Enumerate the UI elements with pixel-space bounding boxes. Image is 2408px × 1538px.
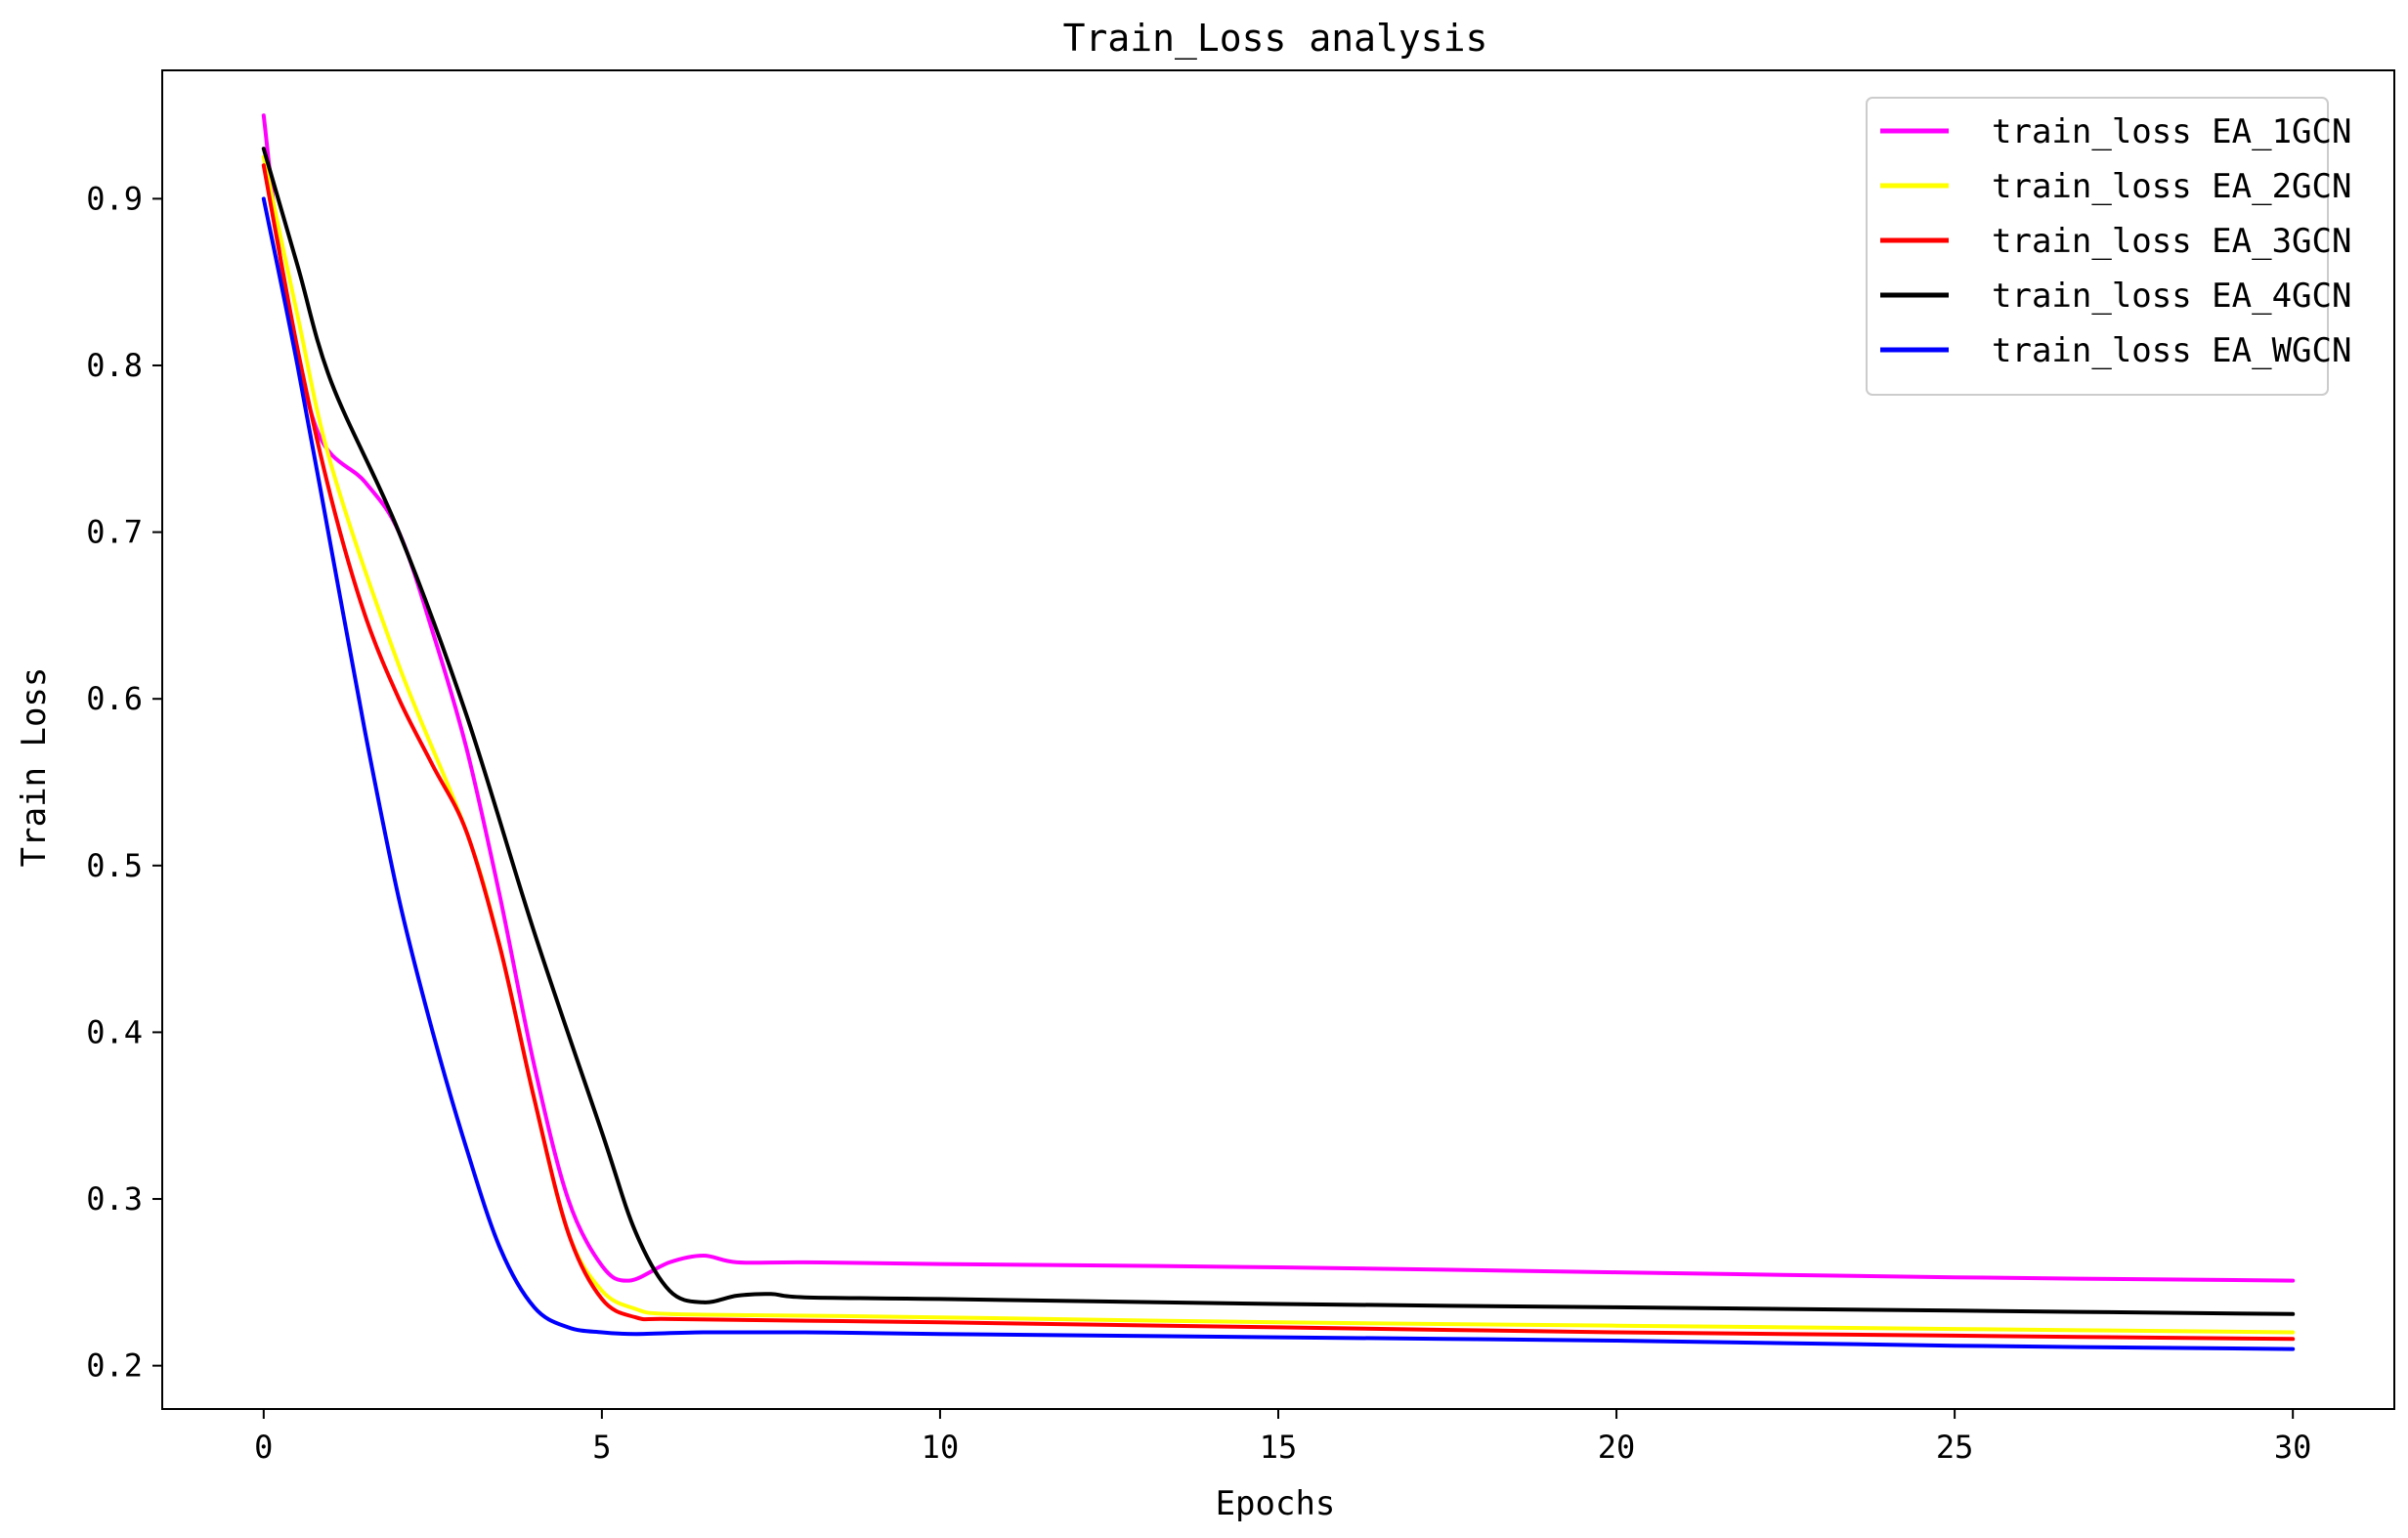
series-layer [261,113,2296,1351]
legend-label: train_loss EA_WGCN [1992,331,2351,370]
series-line-3 [261,163,2296,1342]
legend-box [1866,97,2329,396]
y-tick-label: 0.4 [86,1013,143,1050]
x-tick-label: 0 [254,1429,273,1466]
y-tick-label: 0.2 [86,1347,143,1385]
x-tick-label: 15 [1260,1429,1298,1466]
legend: train_loss EA_1GCN train_loss EA_2GCNtrai… [1866,97,2351,396]
series-line-1 [261,113,2296,1283]
y-tick-label: 0.6 [86,680,143,717]
x-tick-label: 10 [922,1429,960,1466]
y-axis-label: Train Loss [15,667,54,868]
plot-area [161,69,2395,1410]
series-line-4 [261,147,2296,1316]
legend-label: train_loss EA_1GCN [1992,112,2351,151]
series-line-2 [261,154,2296,1335]
legend-label: train_loss EA_2GCN [1992,167,2351,206]
y-tick-label: 0.7 [86,514,143,551]
chart-title: Train_Loss analysis [1063,17,1488,61]
y-tick-label: 0.8 [86,347,143,384]
x-tick-label: 20 [1598,1429,1636,1466]
x-tick-label: 30 [2274,1429,2312,1466]
y-tick-label: 0.9 [86,180,143,217]
legend-label: train_loss EA_3GCN [1992,222,2351,261]
x-tick-label: 5 [592,1429,611,1466]
y-axis: 0.2 0.3 0.4 0.5 0.6 0.7 0.8 0.9 [86,180,162,1385]
x-axis: 0 5 10 15 20 25 30 [254,1409,2311,1466]
x-axis-label: Epochs [1216,1484,1336,1523]
legend-label: train_loss EA_4GCN [1992,277,2351,316]
y-tick-label: 0.5 [86,847,143,884]
series-line-5 [261,196,2296,1351]
y-tick-label: 0.3 [86,1180,143,1218]
x-tick-label: 25 [1936,1429,1974,1466]
